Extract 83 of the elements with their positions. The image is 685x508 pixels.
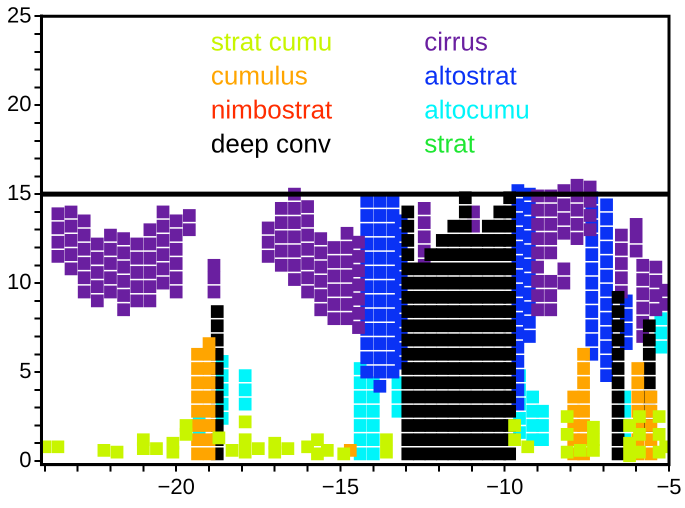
point [574,444,587,457]
text: cirrus [424,26,488,56]
point [238,398,252,410]
point [577,376,590,390]
point [136,433,150,446]
point [631,362,644,375]
legend-label: nimbostrat [210,94,334,124]
point [508,433,521,446]
point [587,433,600,446]
point [354,404,367,418]
legend-label: strat [424,128,476,158]
point [577,390,590,404]
point [654,340,668,354]
y-tick-label: 10 [6,269,32,294]
point [380,446,393,459]
x-tick-label: −10 [486,474,524,499]
point [180,419,192,432]
point [508,419,521,432]
point [150,442,163,455]
point [366,404,380,418]
point [354,419,367,432]
point [202,448,216,460]
point [633,428,646,441]
text: deep conv [210,128,331,158]
point [587,420,600,434]
point [577,362,590,375]
point [268,436,282,450]
point [560,410,574,423]
point [654,326,668,340]
point [652,428,666,441]
point [536,404,549,418]
point [202,376,216,390]
point [98,444,110,457]
y-tick-label: 15 [6,180,32,206]
point [631,390,644,404]
point [366,433,380,446]
point [652,410,666,423]
y-tick-label: 0 [19,447,32,472]
point [560,446,574,459]
point [366,419,380,432]
text: altostrat [424,60,518,90]
point [366,390,380,404]
y-tick-label: 5 [19,358,32,384]
point [536,433,549,446]
point [282,442,294,455]
point [577,348,590,361]
point [536,419,549,432]
point [202,362,216,375]
point [202,337,216,350]
point [633,410,646,423]
y-tick-label: 20 [6,91,32,116]
point [354,390,367,404]
point [320,444,334,457]
point [354,433,367,446]
point [366,448,380,460]
point [202,419,216,432]
point [311,433,324,446]
point [110,446,124,459]
point [577,404,590,418]
point [521,440,534,454]
x-tick-label: −15 [322,474,360,499]
point [202,404,216,418]
text: strat cumu [210,26,332,56]
text: altocumu [424,94,530,124]
point [226,444,238,457]
point [166,436,180,450]
point [238,433,252,446]
point [526,390,540,404]
point [560,428,574,441]
point [631,376,644,390]
point [238,384,252,396]
x-tick-label: −20 [158,474,195,499]
point [337,448,350,460]
point [252,442,265,455]
point [238,369,252,382]
point [238,416,252,428]
x-tick-label: −5 [656,474,682,499]
point [202,390,216,404]
point [52,440,64,454]
y-tick-label: 25 [6,2,32,28]
point [238,446,252,459]
text: cumulus [210,60,308,90]
point [380,433,393,446]
